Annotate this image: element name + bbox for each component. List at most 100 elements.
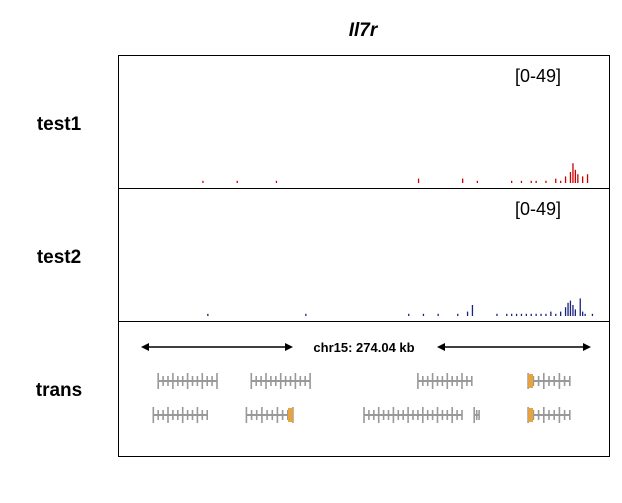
gene-model[interactable] <box>250 373 311 389</box>
exon-block <box>407 407 409 423</box>
exon-block <box>304 376 306 386</box>
exon-block <box>373 410 375 420</box>
exon-block <box>422 376 424 386</box>
exon-block <box>431 373 434 389</box>
exon-block <box>461 410 463 420</box>
exon-block <box>157 373 159 389</box>
exon-block <box>569 410 571 420</box>
exon-block <box>548 376 550 386</box>
exon-block <box>368 410 370 420</box>
exon-block <box>426 376 429 386</box>
track-label-test2: test2 <box>36 247 82 268</box>
exon-block <box>473 407 475 423</box>
test2-coverage-bar <box>572 305 574 316</box>
exon-block <box>543 373 545 389</box>
exon-block <box>167 407 169 423</box>
test1-coverage-bar <box>569 172 572 183</box>
exon-block <box>417 373 419 389</box>
exon-block <box>172 410 174 420</box>
exon-block <box>271 410 274 420</box>
exon-block <box>417 410 419 420</box>
test2-coverage-bar <box>530 313 532 316</box>
exon-block <box>446 410 449 420</box>
test1-coverage-bar <box>236 180 238 183</box>
track-label-trans: trans <box>35 380 83 401</box>
exon-block <box>211 376 213 386</box>
test2-coverage-bar <box>422 313 425 316</box>
exon-block <box>563 410 566 420</box>
exon-block <box>451 407 453 423</box>
track-panel-test2[interactable]: [0-49] <box>118 188 610 322</box>
track-plot-test1 <box>119 163 609 184</box>
exon-block <box>216 373 218 389</box>
exon-block <box>532 376 535 386</box>
exon-block <box>250 410 253 420</box>
gene-model[interactable] <box>245 407 294 423</box>
test1-coverage-bar <box>202 180 204 183</box>
exon-block <box>266 410 268 420</box>
exon-block <box>426 410 429 420</box>
exon-block <box>250 373 253 389</box>
utr-block <box>288 408 293 422</box>
exon-block <box>471 376 473 386</box>
test2-coverage-bar <box>437 313 439 316</box>
gene-model[interactable] <box>527 373 571 389</box>
track-range-test2: [0-49] <box>514 199 561 219</box>
test2-coverage-bar <box>515 313 518 316</box>
test1-coverage-bar <box>520 180 523 183</box>
gene-model[interactable] <box>417 373 473 389</box>
gene-model[interactable] <box>473 407 480 423</box>
exon-block <box>162 410 164 420</box>
gene-model[interactable] <box>152 407 209 423</box>
exon-block <box>265 373 267 389</box>
exon-block <box>466 376 468 386</box>
exon-block <box>553 410 555 420</box>
test1-coverage-bar <box>574 169 576 183</box>
exon-block <box>261 407 263 423</box>
utr-block <box>528 374 534 388</box>
exon-block <box>392 407 395 423</box>
gene-track-plot: chr15: 274.04 kb <box>141 340 591 423</box>
exon-block <box>558 373 561 389</box>
exon-block <box>563 376 566 386</box>
exon-block <box>461 373 463 389</box>
test2-coverage-bar <box>466 311 469 316</box>
test1-coverage-bar <box>564 176 567 183</box>
gene-model[interactable] <box>363 407 463 423</box>
test1-coverage-bar <box>545 180 547 183</box>
exon-block <box>201 410 204 420</box>
gene-title: Il7r <box>348 20 378 41</box>
locus-label: chr15: 274.04 kb <box>313 340 414 355</box>
exon-block <box>255 376 257 386</box>
test1-coverage-bar <box>572 163 574 183</box>
exon-block <box>162 376 164 386</box>
exon-block <box>478 410 480 420</box>
test1-coverage-bar <box>511 180 513 183</box>
test2-coverage-bar <box>574 309 576 316</box>
exon-block <box>299 376 302 386</box>
exon-block <box>167 376 169 386</box>
exon-block <box>558 407 561 423</box>
arrow-right-icon <box>285 343 293 351</box>
exon-block <box>177 376 179 386</box>
exon-block <box>402 410 404 420</box>
exon-block <box>553 376 555 386</box>
track-panel-test1[interactable]: [0-49] <box>118 55 610 189</box>
test2-coverage-bar <box>457 313 459 316</box>
test2-coverage-bar <box>535 313 537 316</box>
test1-coverage-bar <box>560 180 562 183</box>
exon-block <box>281 410 284 420</box>
exon-block <box>181 407 184 423</box>
exon-block <box>172 373 174 389</box>
test2-coverage-bar <box>305 313 307 316</box>
exon-block <box>532 410 535 420</box>
exon-block <box>412 410 414 420</box>
test2-coverage-bar <box>550 311 552 316</box>
exon-block <box>206 376 208 386</box>
gene-model[interactable] <box>157 373 218 389</box>
exon-block <box>309 373 311 389</box>
gene-model[interactable] <box>527 407 571 423</box>
exon-block <box>436 407 439 423</box>
track-panel-trans[interactable]: chr15: 274.04 kb <box>118 321 610 457</box>
exon-block <box>441 410 444 420</box>
